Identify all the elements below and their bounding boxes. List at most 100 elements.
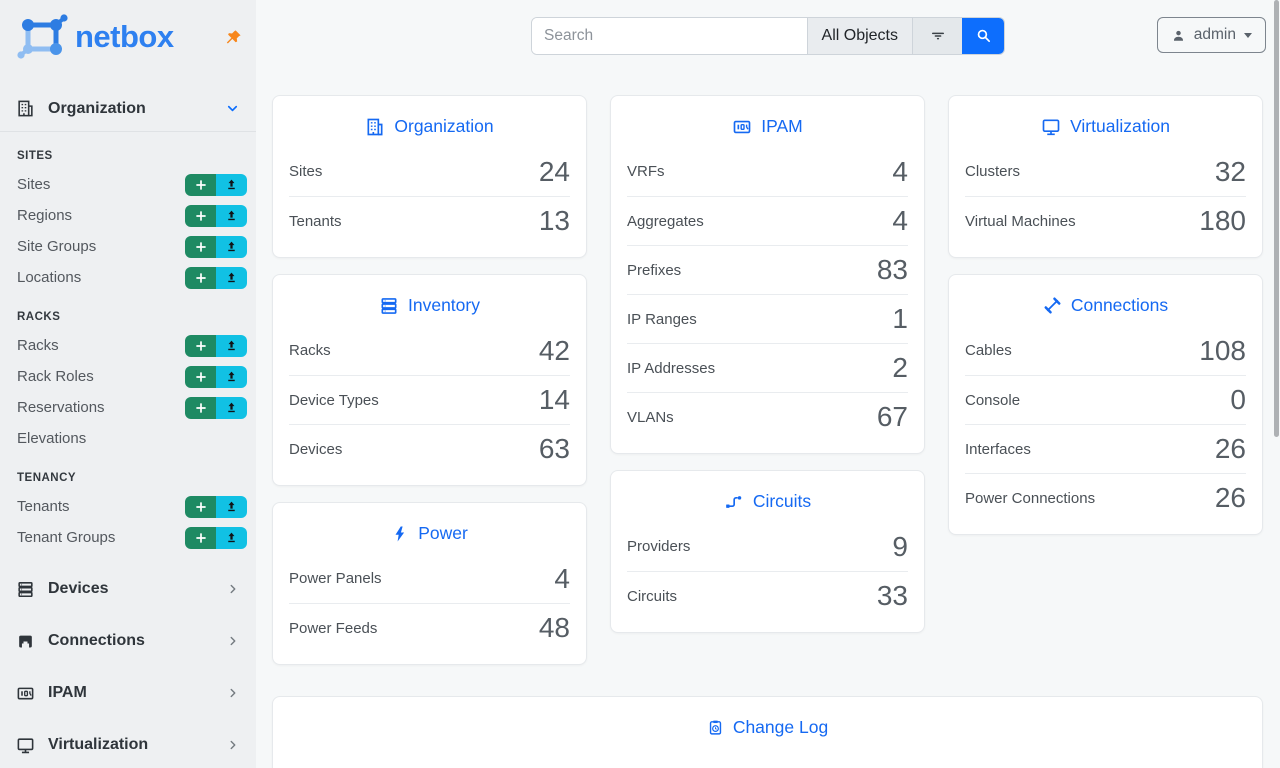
stat-row-device-types[interactable]: Device Types 14: [289, 375, 570, 424]
sidebar-item-label: Regions: [17, 207, 73, 224]
add-button[interactable]: [185, 235, 216, 258]
power-card-header[interactable]: Power: [273, 503, 586, 554]
sidebar-item-site-groups[interactable]: Site Groups: [0, 231, 256, 262]
stat-label: Power Feeds: [289, 619, 378, 637]
stat-row-power-panels[interactable]: Power Panels 4: [289, 554, 570, 603]
sidebar-item-rack-roles[interactable]: Rack Roles: [0, 361, 256, 392]
sidebar-group-ipam[interactable]: IPAM: [0, 667, 256, 719]
stat-label: Sites: [289, 163, 323, 180]
server-stack-icon: [379, 296, 399, 316]
chevron-right-icon: [226, 686, 240, 700]
stat-row-power-connections[interactable]: Power Connections 26: [965, 473, 1246, 522]
changelog-card: Change Log: [272, 696, 1263, 768]
sidebar-group-label: Connections: [48, 632, 145, 649]
add-button[interactable]: [185, 365, 216, 388]
user-menu-button[interactable]: admin: [1156, 17, 1266, 53]
circuits-card-header[interactable]: Circuits: [611, 471, 924, 522]
pushpin-icon[interactable]: [225, 29, 242, 46]
import-button[interactable]: [216, 334, 247, 357]
add-button[interactable]: [185, 396, 216, 419]
stat-row-power-feeds[interactable]: Power Feeds 48: [289, 603, 570, 652]
sidebar-group-connections[interactable]: Connections: [0, 615, 256, 667]
organization-card: Organization Sites 24 Tenants 13: [272, 95, 587, 258]
sidebar-item-label: Tenants: [17, 498, 70, 515]
stat-value: 14: [538, 384, 570, 415]
import-button[interactable]: [216, 526, 247, 549]
stat-value: 26: [1214, 482, 1246, 513]
stat-row-vlans[interactable]: VLANs 67: [627, 392, 908, 441]
sidebar-item-regions[interactable]: Regions: [0, 200, 256, 231]
sidebar-item-racks[interactable]: Racks: [0, 330, 256, 361]
stat-row-vrfs[interactable]: VRFs 4: [627, 147, 908, 196]
clipboard-clock-icon: [707, 719, 724, 736]
import-button[interactable]: [216, 266, 247, 289]
add-button[interactable]: [185, 266, 216, 289]
search-button[interactable]: [962, 17, 1004, 54]
changelog-card-header[interactable]: Change Log: [273, 697, 1262, 748]
import-button[interactable]: [216, 396, 247, 419]
sidebar-item-sites[interactable]: Sites: [0, 169, 256, 200]
add-button[interactable]: [185, 204, 216, 227]
stat-row-circuits[interactable]: Circuits 33: [627, 571, 908, 620]
stat-row-providers[interactable]: Providers 9: [627, 522, 908, 571]
card-title-text: IPAM: [761, 116, 803, 136]
stat-value: 42: [538, 334, 570, 366]
stat-row-sites[interactable]: Sites 24: [289, 147, 570, 196]
import-button[interactable]: [216, 495, 247, 518]
sidebar-item-reservations[interactable]: Reservations: [0, 392, 256, 423]
stat-row-interfaces[interactable]: Interfaces 26: [965, 424, 1246, 473]
add-button[interactable]: [185, 526, 216, 549]
add-button[interactable]: [185, 173, 216, 196]
stat-row-aggregates[interactable]: Aggregates 4: [627, 196, 908, 245]
stat-row-ip-addresses[interactable]: IP Addresses 2: [627, 343, 908, 392]
brand-wordmark[interactable]: netbox: [75, 19, 174, 54]
stat-row-prefixes[interactable]: Prefixes 83: [627, 245, 908, 294]
sidebar-item-elevations[interactable]: Elevations: [0, 423, 256, 454]
stat-label: Power Panels: [289, 570, 382, 587]
stat-label: Prefixes: [627, 261, 682, 279]
sidebar-item-tenants[interactable]: Tenants: [0, 491, 256, 522]
virtualization-card-header[interactable]: Virtualization: [949, 96, 1262, 147]
connections-card-header[interactable]: Connections: [949, 275, 1262, 326]
stat-label: Aggregates: [627, 212, 704, 230]
sidebar-group-virtualization[interactable]: Virtualization: [0, 719, 256, 768]
stat-value: 83: [876, 254, 908, 285]
sidebar-item-label: Site Groups: [17, 238, 97, 255]
filter-button[interactable]: [912, 17, 962, 54]
stat-value: 13: [538, 205, 570, 236]
ethernet-port-icon: [16, 632, 35, 651]
stat-row-clusters[interactable]: Clusters 32: [965, 147, 1246, 196]
stat-label: Virtual Machines: [965, 212, 1076, 230]
stat-row-devices[interactable]: Devices 63: [289, 424, 570, 473]
inventory-card-header[interactable]: Inventory: [273, 275, 586, 326]
import-button[interactable]: [216, 235, 247, 258]
import-button[interactable]: [216, 204, 247, 227]
add-button[interactable]: [185, 495, 216, 518]
stat-row-ip-ranges[interactable]: IP Ranges 1: [627, 294, 908, 343]
counter-icon: [732, 117, 752, 137]
sidebar-item-locations[interactable]: Locations: [0, 262, 256, 293]
stat-value: 32: [1214, 155, 1246, 187]
stat-row-virtual-machines[interactable]: Virtual Machines 180: [965, 196, 1246, 245]
netbox-logo-icon[interactable]: [16, 14, 68, 60]
sidebar-group-devices[interactable]: Devices: [0, 563, 256, 615]
organization-card-header[interactable]: Organization: [273, 96, 586, 147]
sidebar-item-tenant-groups[interactable]: Tenant Groups: [0, 522, 256, 553]
stat-row-cables[interactable]: Cables 108: [965, 326, 1246, 375]
search-input[interactable]: [532, 17, 807, 54]
stat-label: IP Ranges: [627, 310, 697, 328]
ipam-card-header[interactable]: IPAM: [611, 96, 924, 147]
filter-lines-icon: [929, 27, 947, 45]
card-title-text: Change Log: [732, 717, 829, 737]
stat-row-tenants[interactable]: Tenants 13: [289, 196, 570, 245]
stat-row-console[interactable]: Console 0: [965, 375, 1246, 424]
vertical-scrollbar[interactable]: [1274, 0, 1279, 437]
caret-down-icon: [1244, 32, 1252, 38]
add-button[interactable]: [185, 334, 216, 357]
import-button[interactable]: [216, 365, 247, 388]
sidebar-group-organization[interactable]: Organization: [0, 86, 256, 132]
stat-row-racks[interactable]: Racks 42: [289, 326, 570, 375]
search-scope-select[interactable]: All Objects: [806, 17, 912, 54]
import-button[interactable]: [216, 173, 247, 196]
sidebar-group-label: Virtualization: [48, 736, 149, 753]
